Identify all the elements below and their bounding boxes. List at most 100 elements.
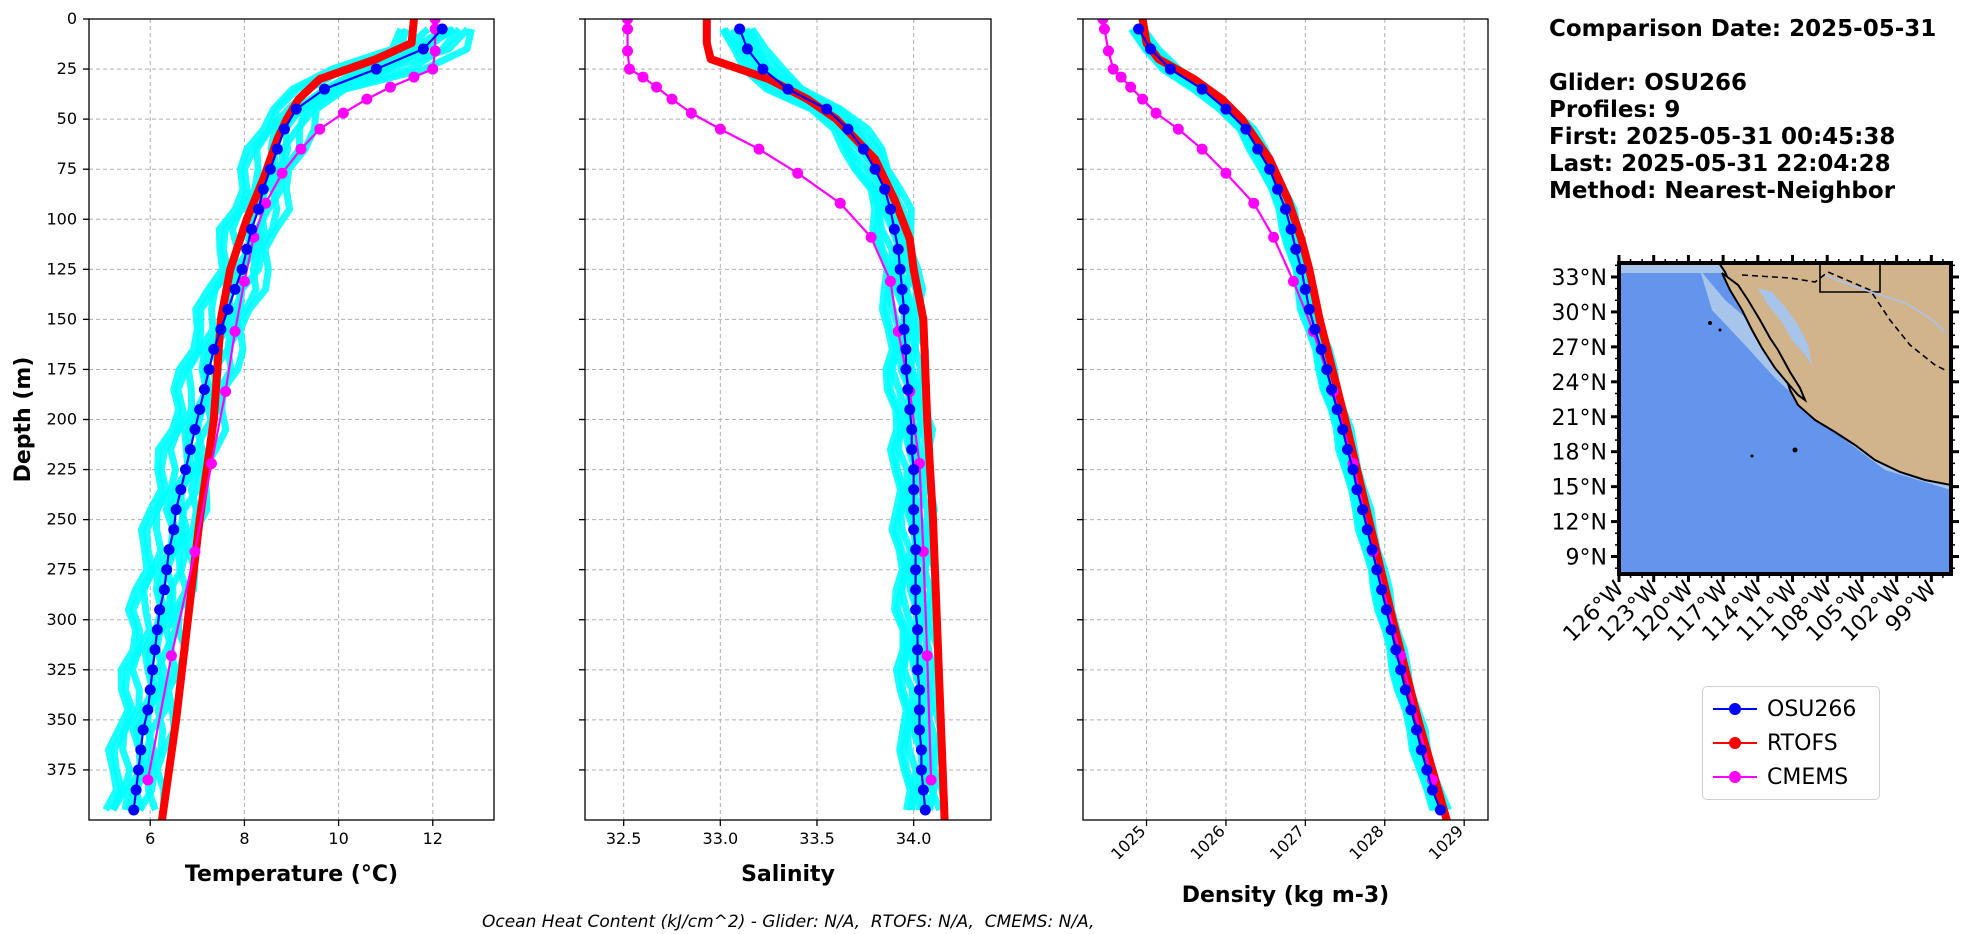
osu266-point <box>915 744 927 756</box>
osu266-series-line <box>132 28 443 811</box>
rtofs-point <box>1305 265 1314 274</box>
osu266-point <box>290 103 302 115</box>
osu266-point <box>906 444 918 456</box>
osu266-point <box>900 363 912 375</box>
osu266-point <box>842 123 854 135</box>
osu266-point <box>1351 484 1363 496</box>
legend-label: OSU266 <box>1767 696 1857 722</box>
osu266-point <box>151 624 163 636</box>
osu266-point <box>734 23 746 35</box>
osu266-point <box>1357 504 1369 516</box>
osu266-point <box>208 343 220 355</box>
x-tick-label: 1025 <box>1107 821 1149 863</box>
rtofs-series-line <box>158 19 418 820</box>
osu266-point <box>912 664 924 676</box>
osu266-point <box>1326 383 1338 395</box>
map-lat-label: 18°N <box>1552 441 1607 466</box>
osu266-point <box>130 784 142 796</box>
osu266-point <box>1315 343 1327 355</box>
cmems-point <box>142 774 154 786</box>
osu266-point <box>906 424 918 436</box>
salinity-panel: 32.5 33.0 33.5 34.0 Salinity <box>579 18 992 887</box>
legend-label: RTOFS <box>1767 730 1838 756</box>
osu266-point <box>241 243 253 255</box>
rtofs-point <box>242 215 251 224</box>
osu266-point <box>908 464 920 476</box>
plot-area <box>1097 19 1452 820</box>
rtofs-point <box>1315 315 1324 324</box>
osu266-point <box>180 464 192 476</box>
map-lat-label: 21°N <box>1552 406 1607 431</box>
y-tick-label: 50 <box>57 109 77 128</box>
osu266-point <box>910 544 922 556</box>
osu266-point <box>253 203 265 215</box>
osu266-point <box>222 303 234 315</box>
cmems-point <box>1220 167 1232 179</box>
cmems-point <box>637 71 649 83</box>
osu266-point <box>869 163 881 175</box>
y-axis-label: Depth (m) <box>11 357 36 483</box>
y-tick-label: 325 <box>46 660 77 679</box>
y-tick-label: 75 <box>57 159 77 178</box>
glider-profile-line <box>1133 27 1439 811</box>
x-tick-label: 12 <box>423 829 443 848</box>
osu266-point <box>236 263 248 275</box>
legend-item-cmems: CMEMS <box>1711 762 1848 792</box>
osu266-point <box>1264 163 1276 175</box>
osu266-point <box>910 564 922 576</box>
osu266-point <box>1321 363 1333 375</box>
osu266-point <box>436 23 448 35</box>
osu266-point <box>132 764 144 776</box>
map-baja <box>1721 272 1808 403</box>
osu266-point <box>147 664 159 676</box>
osu266-point <box>1290 243 1302 255</box>
osu266-point <box>879 183 891 195</box>
osu266-point <box>884 203 896 215</box>
rtofs-point <box>226 265 235 274</box>
cmems-point <box>753 143 765 155</box>
osu266-point <box>257 183 269 195</box>
y-tick-label: 100 <box>46 209 77 228</box>
osu266-point <box>1337 424 1349 436</box>
osu266-point <box>278 123 290 135</box>
rtofs-point <box>890 195 899 204</box>
rtofs-point <box>209 415 218 424</box>
osu266-point <box>902 383 914 395</box>
osu266-point <box>1361 524 1373 536</box>
osu266-point <box>194 403 206 415</box>
osu266-point <box>128 804 140 816</box>
map-river <box>1824 274 1946 333</box>
rtofs-series-line <box>702 19 949 820</box>
glider-profile-line <box>721 27 918 811</box>
osu266-point <box>318 83 330 95</box>
x-axis-label: Temperature (°C) <box>185 862 398 887</box>
osu266-point <box>370 63 382 75</box>
osu266-point <box>1366 544 1378 556</box>
osu266-point <box>154 604 166 616</box>
osu266-point <box>149 644 161 656</box>
cmems-point <box>1196 143 1208 155</box>
osu266-point <box>1411 724 1423 736</box>
rtofs-point <box>1297 235 1306 244</box>
cmems-point <box>714 123 726 135</box>
map-gulf <box>1758 288 1812 365</box>
osu266-point <box>757 63 769 75</box>
method: Method: Nearest-Neighbor <box>1549 178 1896 204</box>
cmems-point <box>622 45 634 57</box>
rtofs-point <box>183 615 192 624</box>
x-tick-label: 32.5 <box>606 829 642 848</box>
cmems-point <box>1115 71 1127 83</box>
osu266-point <box>1390 644 1402 656</box>
osu266-point <box>245 223 257 235</box>
legend-label: CMEMS <box>1767 764 1849 790</box>
osu266-point <box>1272 183 1284 195</box>
rtofs-point <box>1442 816 1451 820</box>
osu266-point <box>912 624 924 636</box>
osu266-point <box>857 143 869 155</box>
map-frame <box>1617 261 1953 576</box>
map-inset: 33°N30°N27°N24°N21°N18°N15°N12°N9°N126°W… <box>1552 255 1959 647</box>
osu266-point <box>1309 323 1321 335</box>
chart-legend: OSU266 RTOFS CMEMS <box>1702 686 1880 800</box>
cmems-point <box>622 19 634 25</box>
